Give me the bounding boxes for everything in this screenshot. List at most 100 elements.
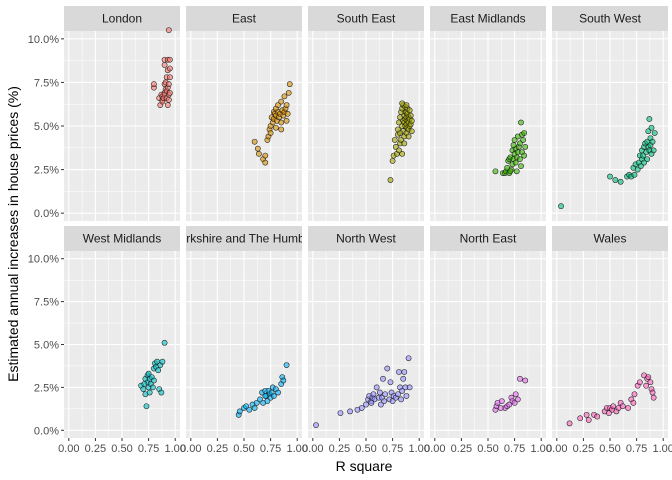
data-point	[492, 168, 499, 175]
data-point	[256, 151, 262, 157]
y-tick-label: 2.5%	[34, 165, 59, 177]
y-tick-label: 7.5%	[34, 77, 59, 89]
data-point	[270, 393, 277, 399]
facet-strip	[552, 6, 668, 31]
data-point	[283, 102, 290, 108]
data-point	[522, 144, 529, 150]
data-point	[283, 117, 290, 124]
facet-strip	[64, 226, 180, 251]
data-point	[363, 401, 369, 408]
facet-strip-label: East	[232, 12, 257, 26]
x-tick-label: 0.00	[180, 443, 201, 455]
facet-panel: London	[64, 6, 180, 221]
x-tick-label: 0.25	[573, 443, 594, 455]
data-point	[406, 107, 413, 114]
data-point	[165, 81, 172, 88]
data-point	[165, 27, 172, 34]
facet-strip-label: Yorkshire and The Humber	[173, 232, 316, 246]
data-point	[370, 391, 377, 398]
data-point	[585, 417, 592, 423]
data-point	[391, 137, 398, 143]
data-point	[281, 93, 288, 100]
facet-panel: West Midlands	[64, 226, 180, 438]
data-point	[583, 411, 590, 418]
data-point	[275, 389, 281, 396]
data-point	[645, 128, 652, 135]
data-point	[649, 138, 656, 145]
facet-strip	[186, 226, 302, 251]
data-point	[518, 119, 524, 126]
data-point	[521, 130, 528, 136]
data-point	[612, 177, 619, 183]
facet-strip	[308, 6, 424, 31]
facet-panel: East	[186, 6, 302, 221]
x-tick-label: 0.25	[329, 443, 350, 455]
data-point	[389, 157, 396, 164]
data-point	[647, 379, 654, 386]
data-point	[512, 159, 519, 166]
data-point	[381, 398, 387, 404]
data-point	[285, 90, 292, 96]
data-point	[313, 422, 319, 429]
data-point	[558, 203, 564, 210]
x-tick-label: 0.75	[382, 443, 403, 455]
data-point	[396, 147, 402, 154]
facet-strip-label: West Midlands	[83, 232, 161, 246]
data-point	[141, 381, 148, 387]
data-point	[406, 384, 413, 391]
facet-panel: East Midlands	[430, 6, 546, 221]
data-point	[405, 133, 412, 140]
x-tick-label: 0.75	[260, 443, 281, 455]
facet-strip	[186, 6, 302, 31]
data-point	[262, 152, 269, 159]
x-tick-label: 1.00	[409, 443, 430, 455]
data-point	[497, 405, 504, 411]
data-point	[403, 393, 410, 399]
data-point	[520, 137, 526, 143]
x-tick-label: 1.00	[287, 443, 308, 455]
data-point	[140, 386, 147, 392]
data-point	[610, 403, 617, 410]
data-point	[286, 81, 293, 88]
facet-panel: Wales	[552, 226, 668, 438]
data-point	[283, 362, 290, 368]
data-point	[167, 56, 173, 63]
facet-panel: Yorkshire and The Humber	[173, 226, 316, 438]
data-point	[376, 389, 383, 396]
data-point	[382, 391, 389, 398]
facet-panel: North West	[308, 226, 424, 438]
data-point	[631, 171, 638, 178]
data-point	[641, 159, 647, 166]
facet-strip-label: North East	[460, 232, 517, 246]
x-tick-label: 1.00	[165, 443, 186, 455]
x-tick-label: 0.00	[424, 443, 445, 455]
data-point	[648, 124, 655, 131]
y-tick-label: 5.0%	[34, 121, 59, 133]
facet-strip	[430, 226, 546, 251]
x-tick-label: 1.00	[531, 443, 552, 455]
y-tick-label: 10.0%	[28, 34, 59, 46]
data-point	[403, 102, 410, 108]
facet-strip-label: East Midlands	[450, 12, 525, 26]
data-point	[159, 358, 166, 365]
data-point	[507, 168, 514, 175]
data-point	[634, 166, 641, 173]
data-point	[254, 145, 261, 152]
data-point	[649, 389, 656, 396]
data-point	[401, 369, 408, 375]
data-point	[392, 144, 399, 150]
x-tick-label: 0.50	[599, 443, 620, 455]
data-point	[643, 382, 650, 389]
facet-strip	[430, 6, 546, 31]
data-point	[619, 403, 626, 410]
data-point	[646, 116, 653, 122]
data-point	[167, 74, 173, 81]
data-point	[398, 396, 404, 403]
data-point	[401, 140, 408, 147]
facet-strip	[64, 6, 180, 31]
x-tick-label: 0.25	[85, 443, 106, 455]
x-tick-label: 0.50	[355, 443, 376, 455]
x-tick-label: 0.75	[504, 443, 525, 455]
data-point	[408, 117, 415, 124]
